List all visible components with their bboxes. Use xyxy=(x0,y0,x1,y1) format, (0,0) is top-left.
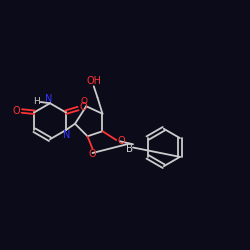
Text: O: O xyxy=(80,97,87,106)
Text: H: H xyxy=(33,97,40,106)
Text: OH: OH xyxy=(86,76,101,86)
Text: O: O xyxy=(12,106,20,116)
Text: O: O xyxy=(118,136,126,146)
Text: O: O xyxy=(89,149,96,159)
Text: O: O xyxy=(80,102,88,112)
Text: B: B xyxy=(126,144,134,154)
Text: N: N xyxy=(63,130,70,140)
Text: N: N xyxy=(45,94,52,104)
